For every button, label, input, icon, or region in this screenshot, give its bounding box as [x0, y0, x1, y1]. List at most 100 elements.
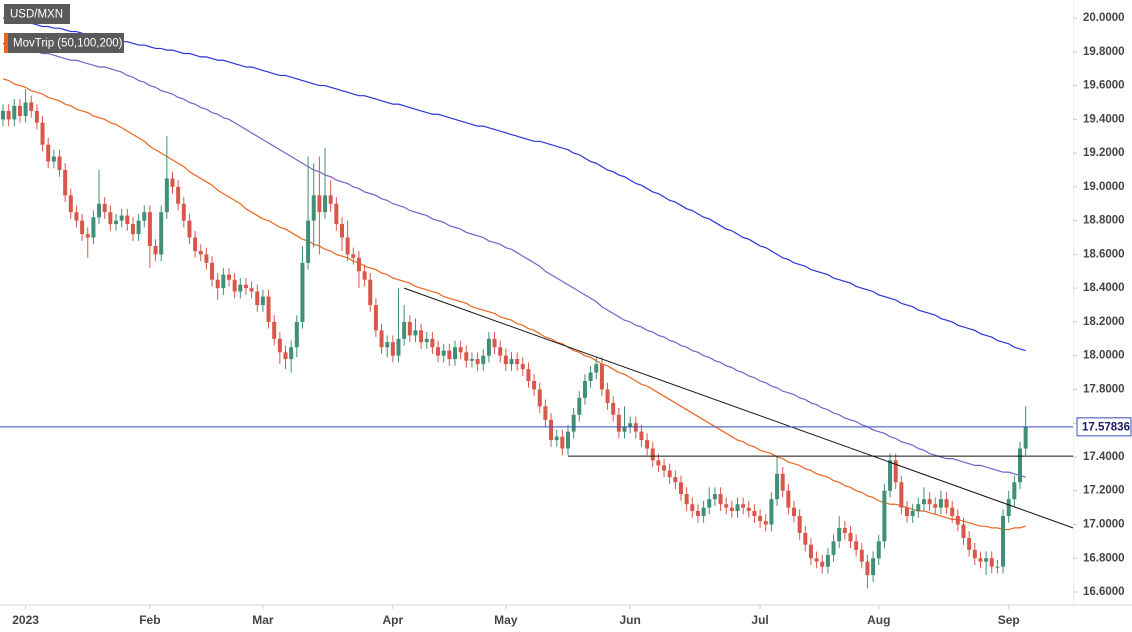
candle-body [153, 245, 158, 255]
candle-body [34, 110, 39, 123]
y-tick-label: 19.8000 [1083, 46, 1125, 58]
candle-body [436, 347, 441, 356]
candle-body [1023, 426, 1028, 449]
candle-body [769, 499, 774, 525]
candle-body [63, 169, 68, 196]
candle-body [515, 359, 520, 365]
candle-body [978, 558, 983, 562]
candle-body [266, 296, 271, 322]
candle-body [238, 284, 243, 292]
last-price-box [1076, 417, 1132, 437]
candle-body [481, 355, 486, 365]
overlay: USD/MXN MovTrip (50,100,200) [4, 4, 124, 53]
candle-body [300, 262, 305, 322]
last-price-label: 17.57836 [1082, 421, 1130, 433]
candle-body [865, 561, 870, 576]
candle-body [905, 507, 909, 517]
candle-body [255, 291, 260, 306]
candle-body [413, 330, 418, 336]
candle-body [317, 195, 322, 213]
candle-body [854, 541, 859, 550]
candle-body [260, 296, 265, 306]
candle-body [633, 423, 638, 432]
candle-body [379, 330, 384, 348]
candle-body [967, 537, 972, 550]
y-tick-label: 16.8000 [1083, 552, 1125, 564]
y-tick-label: 18.4000 [1083, 282, 1125, 294]
candle-body [402, 321, 407, 339]
candle-body [159, 212, 164, 255]
candle-body [311, 195, 316, 221]
candle-body [57, 156, 62, 170]
candle-body [147, 212, 152, 246]
candle-body [1006, 499, 1011, 517]
candle-body [187, 220, 192, 238]
candle-body [599, 364, 604, 390]
y-tick-label: 19.6000 [1083, 80, 1125, 92]
candle-body [695, 510, 700, 517]
candle-body [588, 372, 593, 381]
candle-body [797, 516, 802, 533]
candle-body [752, 510, 757, 517]
candle-body [650, 448, 655, 461]
moving-average-line [2, 17, 1026, 352]
candle-body [577, 397, 582, 415]
x-tick-label: Sep [998, 613, 1020, 627]
candle-body [582, 380, 587, 398]
candle-body [1, 110, 5, 120]
candle-body [792, 507, 796, 517]
candle-body [814, 558, 819, 562]
candle-body [130, 224, 135, 235]
x-tick-label: 2023 [12, 613, 39, 627]
candle-body [424, 338, 429, 343]
candle-body [345, 237, 350, 255]
candle-body [808, 544, 813, 559]
candle-body [368, 279, 373, 306]
candle-body [825, 554, 830, 567]
candle-body [272, 321, 277, 339]
candle-body [944, 499, 949, 508]
candle-body [447, 350, 452, 360]
candle-body [820, 561, 825, 567]
x-tick-label: Aug [867, 613, 890, 627]
candle-body [876, 541, 881, 559]
candle-body [441, 350, 446, 356]
candle-body [249, 288, 254, 292]
candle-body [662, 465, 667, 471]
candle-body [554, 436, 559, 441]
legend-title: USD/MXN [10, 9, 63, 21]
candle-body [469, 359, 474, 361]
y-tick-label: 17.4000 [1083, 451, 1125, 463]
y-tick-label: 17.2000 [1083, 485, 1125, 497]
y-tick-label: 18.0000 [1083, 350, 1125, 362]
candle-body [458, 347, 463, 353]
candle-body [780, 473, 785, 491]
candle-body [210, 262, 215, 280]
candle-body [899, 482, 904, 508]
candle-body [746, 507, 751, 511]
candle-body [803, 532, 808, 545]
candle-body [509, 359, 514, 365]
candle-body [984, 558, 989, 562]
legend-box [4, 4, 70, 24]
candle-body [475, 359, 480, 365]
candle-body [667, 470, 672, 478]
candle-body [340, 224, 344, 238]
candle-body [430, 338, 435, 348]
candle-body [486, 338, 491, 356]
candle-body [356, 257, 361, 272]
candle-body [972, 549, 977, 559]
candle-body [871, 558, 876, 576]
legend-swatch [4, 33, 8, 53]
candle-body [955, 516, 960, 525]
y-tick-label: 20.0000 [1083, 12, 1125, 24]
candle-body [204, 254, 209, 263]
candle-body [921, 499, 926, 505]
candle-body [6, 110, 11, 120]
candle-body [1001, 516, 1006, 567]
moving-average-line [2, 78, 1026, 531]
candle-body [837, 527, 842, 542]
candle-body [673, 477, 678, 483]
x-tick-label: Jul [751, 613, 768, 627]
candle-body [385, 342, 390, 348]
